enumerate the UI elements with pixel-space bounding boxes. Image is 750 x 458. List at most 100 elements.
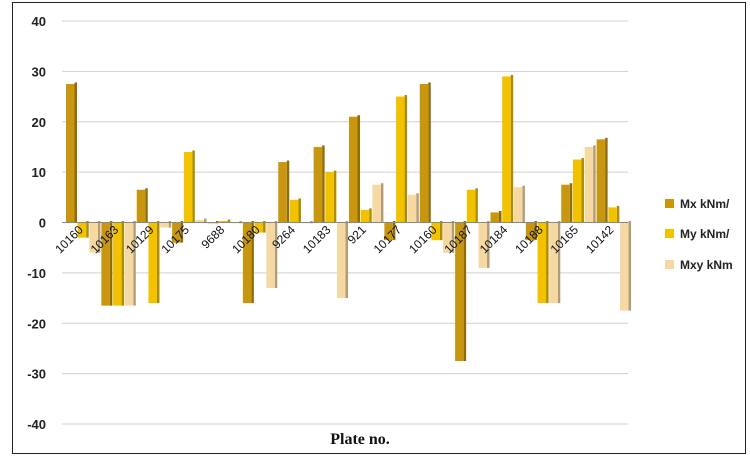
bar-side [510, 74, 514, 223]
bar-side [475, 188, 478, 223]
bar-side [392, 221, 396, 241]
bar [396, 96, 405, 223]
bar [278, 162, 287, 223]
bar-side [333, 170, 337, 223]
y-tick-label: 10 [32, 165, 46, 180]
y-tick-label: 30 [32, 64, 46, 79]
bar [289, 199, 299, 223]
bar-side [380, 183, 384, 223]
bar-side [109, 221, 113, 306]
bar [407, 194, 417, 223]
y-tick-label: -20 [27, 316, 46, 331]
bar-side [605, 137, 608, 223]
y-tick-label: -10 [27, 266, 46, 281]
bar [136, 189, 146, 223]
bar-side [487, 221, 490, 268]
bar-side [463, 221, 467, 362]
bar [596, 139, 606, 223]
bar [242, 222, 252, 304]
bar-side [145, 188, 148, 223]
bar-side [251, 221, 254, 304]
bar-side [522, 185, 525, 223]
legend-swatch [665, 229, 674, 238]
bar [502, 76, 511, 223]
bar-side [628, 221, 632, 311]
legend-swatch [665, 260, 674, 269]
y-tick-label: -30 [27, 367, 46, 382]
bar [372, 184, 381, 223]
bar-side [274, 221, 278, 288]
category-labels: 10160 10163 10129 10175 9688 10180 9264 10183 92… [52, 222, 616, 256]
y-tick-label: 20 [32, 115, 46, 130]
bar-side [499, 210, 502, 223]
bar [608, 207, 617, 223]
bar-side [298, 198, 301, 223]
bar [466, 189, 476, 223]
bar-side [322, 145, 325, 223]
bar [537, 222, 547, 304]
bar [124, 222, 134, 306]
bar-side [593, 145, 596, 223]
bar-side [581, 158, 584, 223]
bar [525, 222, 535, 241]
bar [101, 222, 110, 306]
bar [172, 222, 181, 243]
bar [66, 83, 75, 223]
bar-side [428, 82, 431, 223]
bars [66, 74, 632, 362]
bar-side [204, 218, 207, 223]
bar [325, 172, 334, 223]
bar [148, 222, 157, 304]
bar-side [534, 221, 537, 241]
x-axis-label: Plate no. [330, 431, 390, 448]
bar [384, 222, 393, 241]
bar-side [156, 221, 160, 304]
bar-side [345, 221, 349, 299]
legend-label: Mx kNm/ [680, 197, 730, 211]
bar-side [168, 221, 172, 228]
bar [89, 222, 98, 253]
bar [431, 222, 440, 241]
legend-swatch [665, 199, 674, 208]
bar-side [97, 221, 101, 253]
bar-side [616, 205, 620, 223]
category-label: 10142 [583, 222, 617, 256]
bar [113, 222, 122, 306]
bar-side [416, 193, 419, 223]
y-axis-ticks: 40 30 20 10 0 -10 -20 -30 -40 [27, 14, 46, 432]
bar [443, 222, 452, 253]
bar-side [263, 221, 266, 233]
bar [584, 146, 594, 223]
bar [620, 222, 629, 311]
bar [513, 187, 523, 223]
bar [160, 222, 169, 228]
bar [360, 209, 370, 223]
bar-side [369, 208, 372, 223]
bar-side [74, 82, 77, 223]
category-label: 10183 [300, 222, 334, 256]
bar-side [357, 115, 360, 223]
bar-side [121, 221, 125, 306]
legend-label: My kNm/ [680, 227, 730, 241]
bar-side [192, 150, 195, 223]
category-label: 9688 [199, 222, 228, 251]
bar-side [180, 221, 184, 243]
y-tick-label: 0 [39, 216, 46, 231]
legend-label: Mxy kNm [680, 258, 733, 272]
bar [478, 222, 488, 268]
bar-side [546, 221, 549, 304]
bar [77, 222, 87, 238]
legend: Mx kNm/My kNm/Mxy kNm [665, 197, 733, 272]
bar [337, 222, 346, 299]
bar [313, 146, 323, 223]
bar [572, 159, 582, 223]
bar [419, 83, 429, 223]
bar [219, 220, 228, 223]
bar [254, 222, 264, 233]
bar-side [439, 221, 443, 241]
bar-side [86, 221, 89, 238]
bar [490, 212, 499, 223]
bar [195, 219, 205, 223]
bar-side [569, 183, 573, 223]
